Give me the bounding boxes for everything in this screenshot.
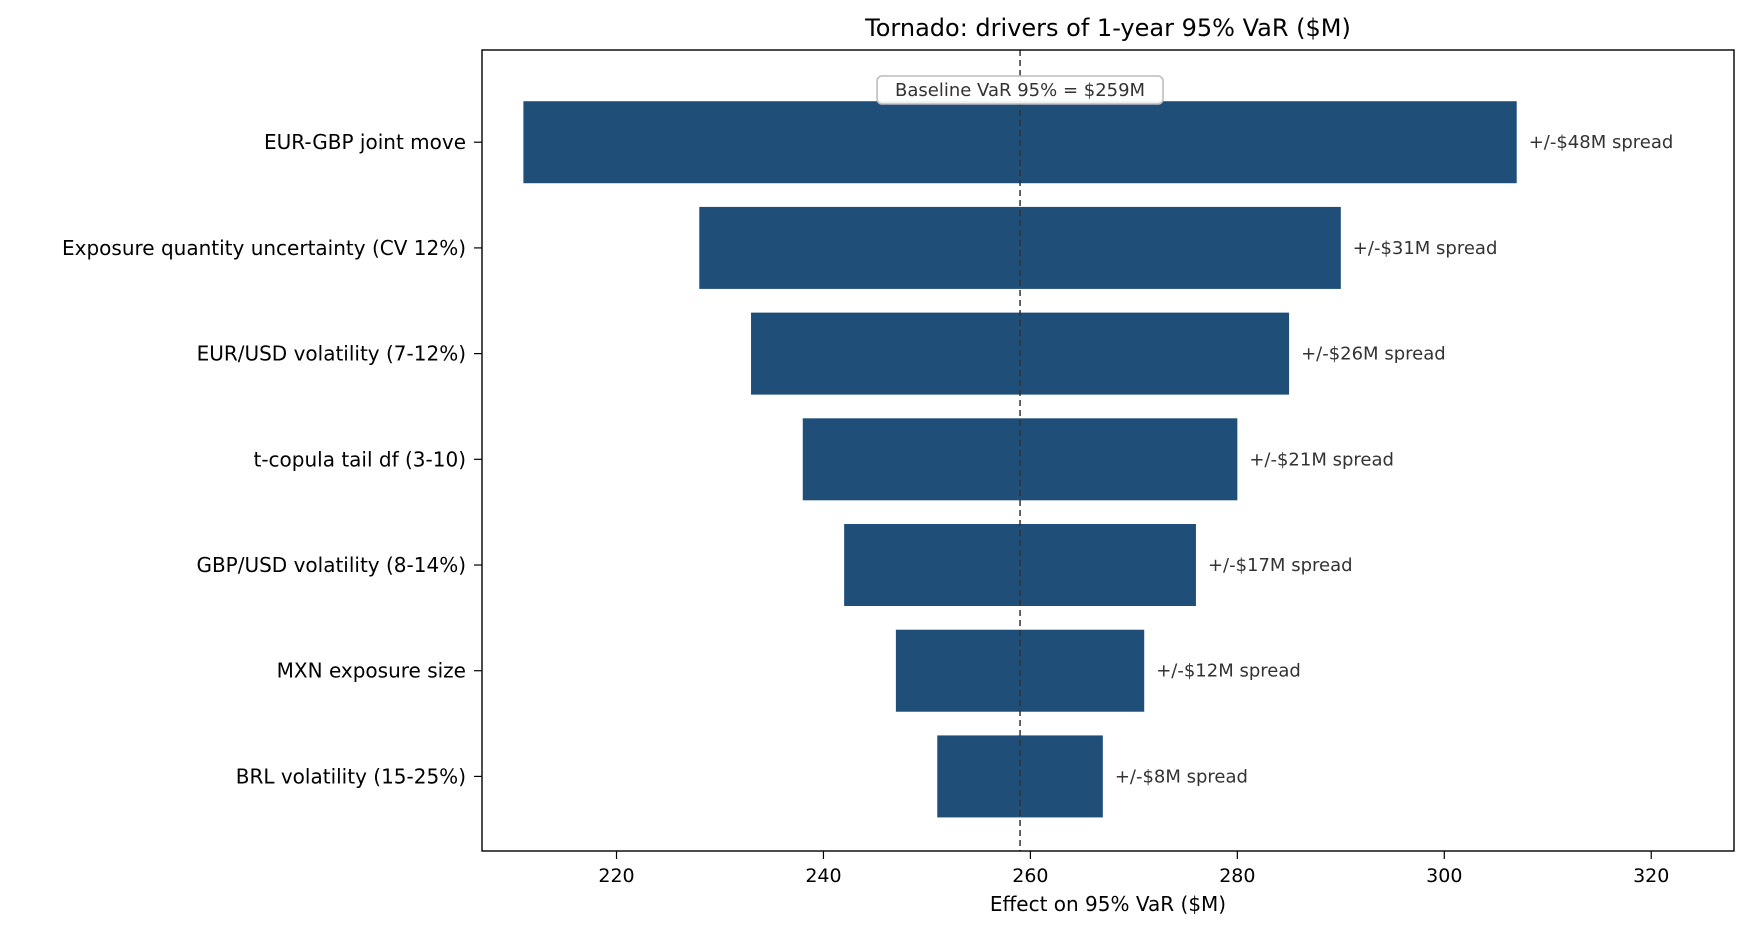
category-label-4: GBP/USD volatility (8-14%) bbox=[196, 553, 466, 577]
category-label-0: EUR-GBP joint move bbox=[264, 130, 466, 154]
baseline-layer: Baseline VaR 95% = $259M bbox=[876, 50, 1164, 851]
plot-frame bbox=[481, 49, 1735, 852]
spread-label-1: +/-$31M spread bbox=[1353, 238, 1498, 259]
category-label-1: Exposure quantity uncertainty (CV 12%) bbox=[62, 236, 466, 260]
baseline-label: Baseline VaR 95% = $259M bbox=[895, 80, 1145, 101]
spread-label-5: +/-$12M spread bbox=[1156, 661, 1301, 682]
baseline-label-box bbox=[876, 75, 1164, 105]
spread-label-4: +/-$17M spread bbox=[1208, 555, 1353, 576]
x-axis-label: Effect on 95% VaR ($M) bbox=[990, 892, 1226, 916]
spread-label-6: +/-$8M spread bbox=[1115, 766, 1248, 787]
bar-1 bbox=[699, 206, 1341, 289]
labels-layer: EUR-GBP joint move +/-$48M spread Exposure… bbox=[62, 130, 1673, 788]
category-label-5: MXN exposure size bbox=[277, 659, 466, 683]
x-tick-label-3: 280 bbox=[1219, 865, 1255, 887]
x-tick-label-5: 320 bbox=[1633, 865, 1669, 887]
spread-label-3: +/-$21M spread bbox=[1249, 449, 1394, 470]
category-label-3: t-copula tail df (3-10) bbox=[254, 447, 467, 471]
spread-label-2: +/-$26M spread bbox=[1301, 344, 1446, 365]
spread-label-0: +/-$48M spread bbox=[1529, 132, 1674, 153]
axis-layer: 220 240 260 280 300 320 bbox=[474, 49, 1735, 887]
category-label-6: BRL volatility (15-25%) bbox=[236, 764, 466, 788]
chart-title: Tornado: drivers of 1-year 95% VaR ($M) bbox=[864, 14, 1351, 42]
x-tick-label-4: 300 bbox=[1426, 865, 1462, 887]
x-tick-label-1: 240 bbox=[805, 865, 841, 887]
x-tick-label-0: 220 bbox=[598, 865, 634, 887]
x-tick-label-2: 260 bbox=[1012, 865, 1048, 887]
category-label-2: EUR/USD volatility (7-12%) bbox=[197, 342, 466, 366]
